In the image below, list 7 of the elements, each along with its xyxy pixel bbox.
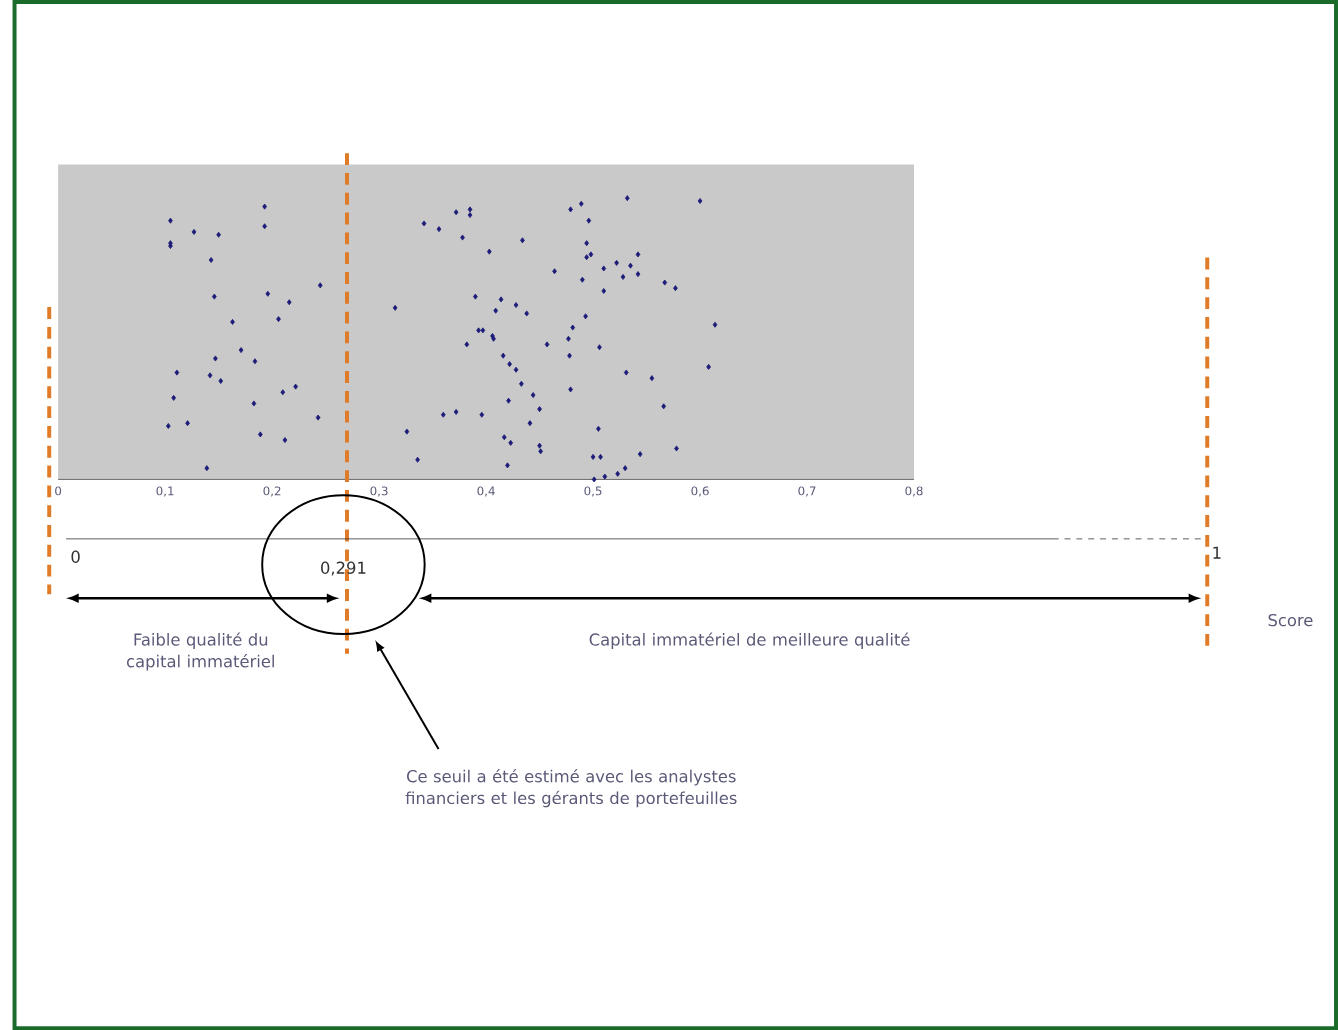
text: 0	[71, 550, 80, 563]
text: Score	[1268, 613, 1313, 627]
text: Faible qualité du capital immatériel	[126, 632, 274, 671]
text: Ce seuil a été estimé avec les analystes financiers et les gérants de portefeuilles	[405, 769, 737, 808]
text: Capital immatériel de meilleure qualité	[589, 632, 910, 649]
text: 0,291	[321, 561, 366, 576]
text: 1	[1213, 546, 1221, 559]
